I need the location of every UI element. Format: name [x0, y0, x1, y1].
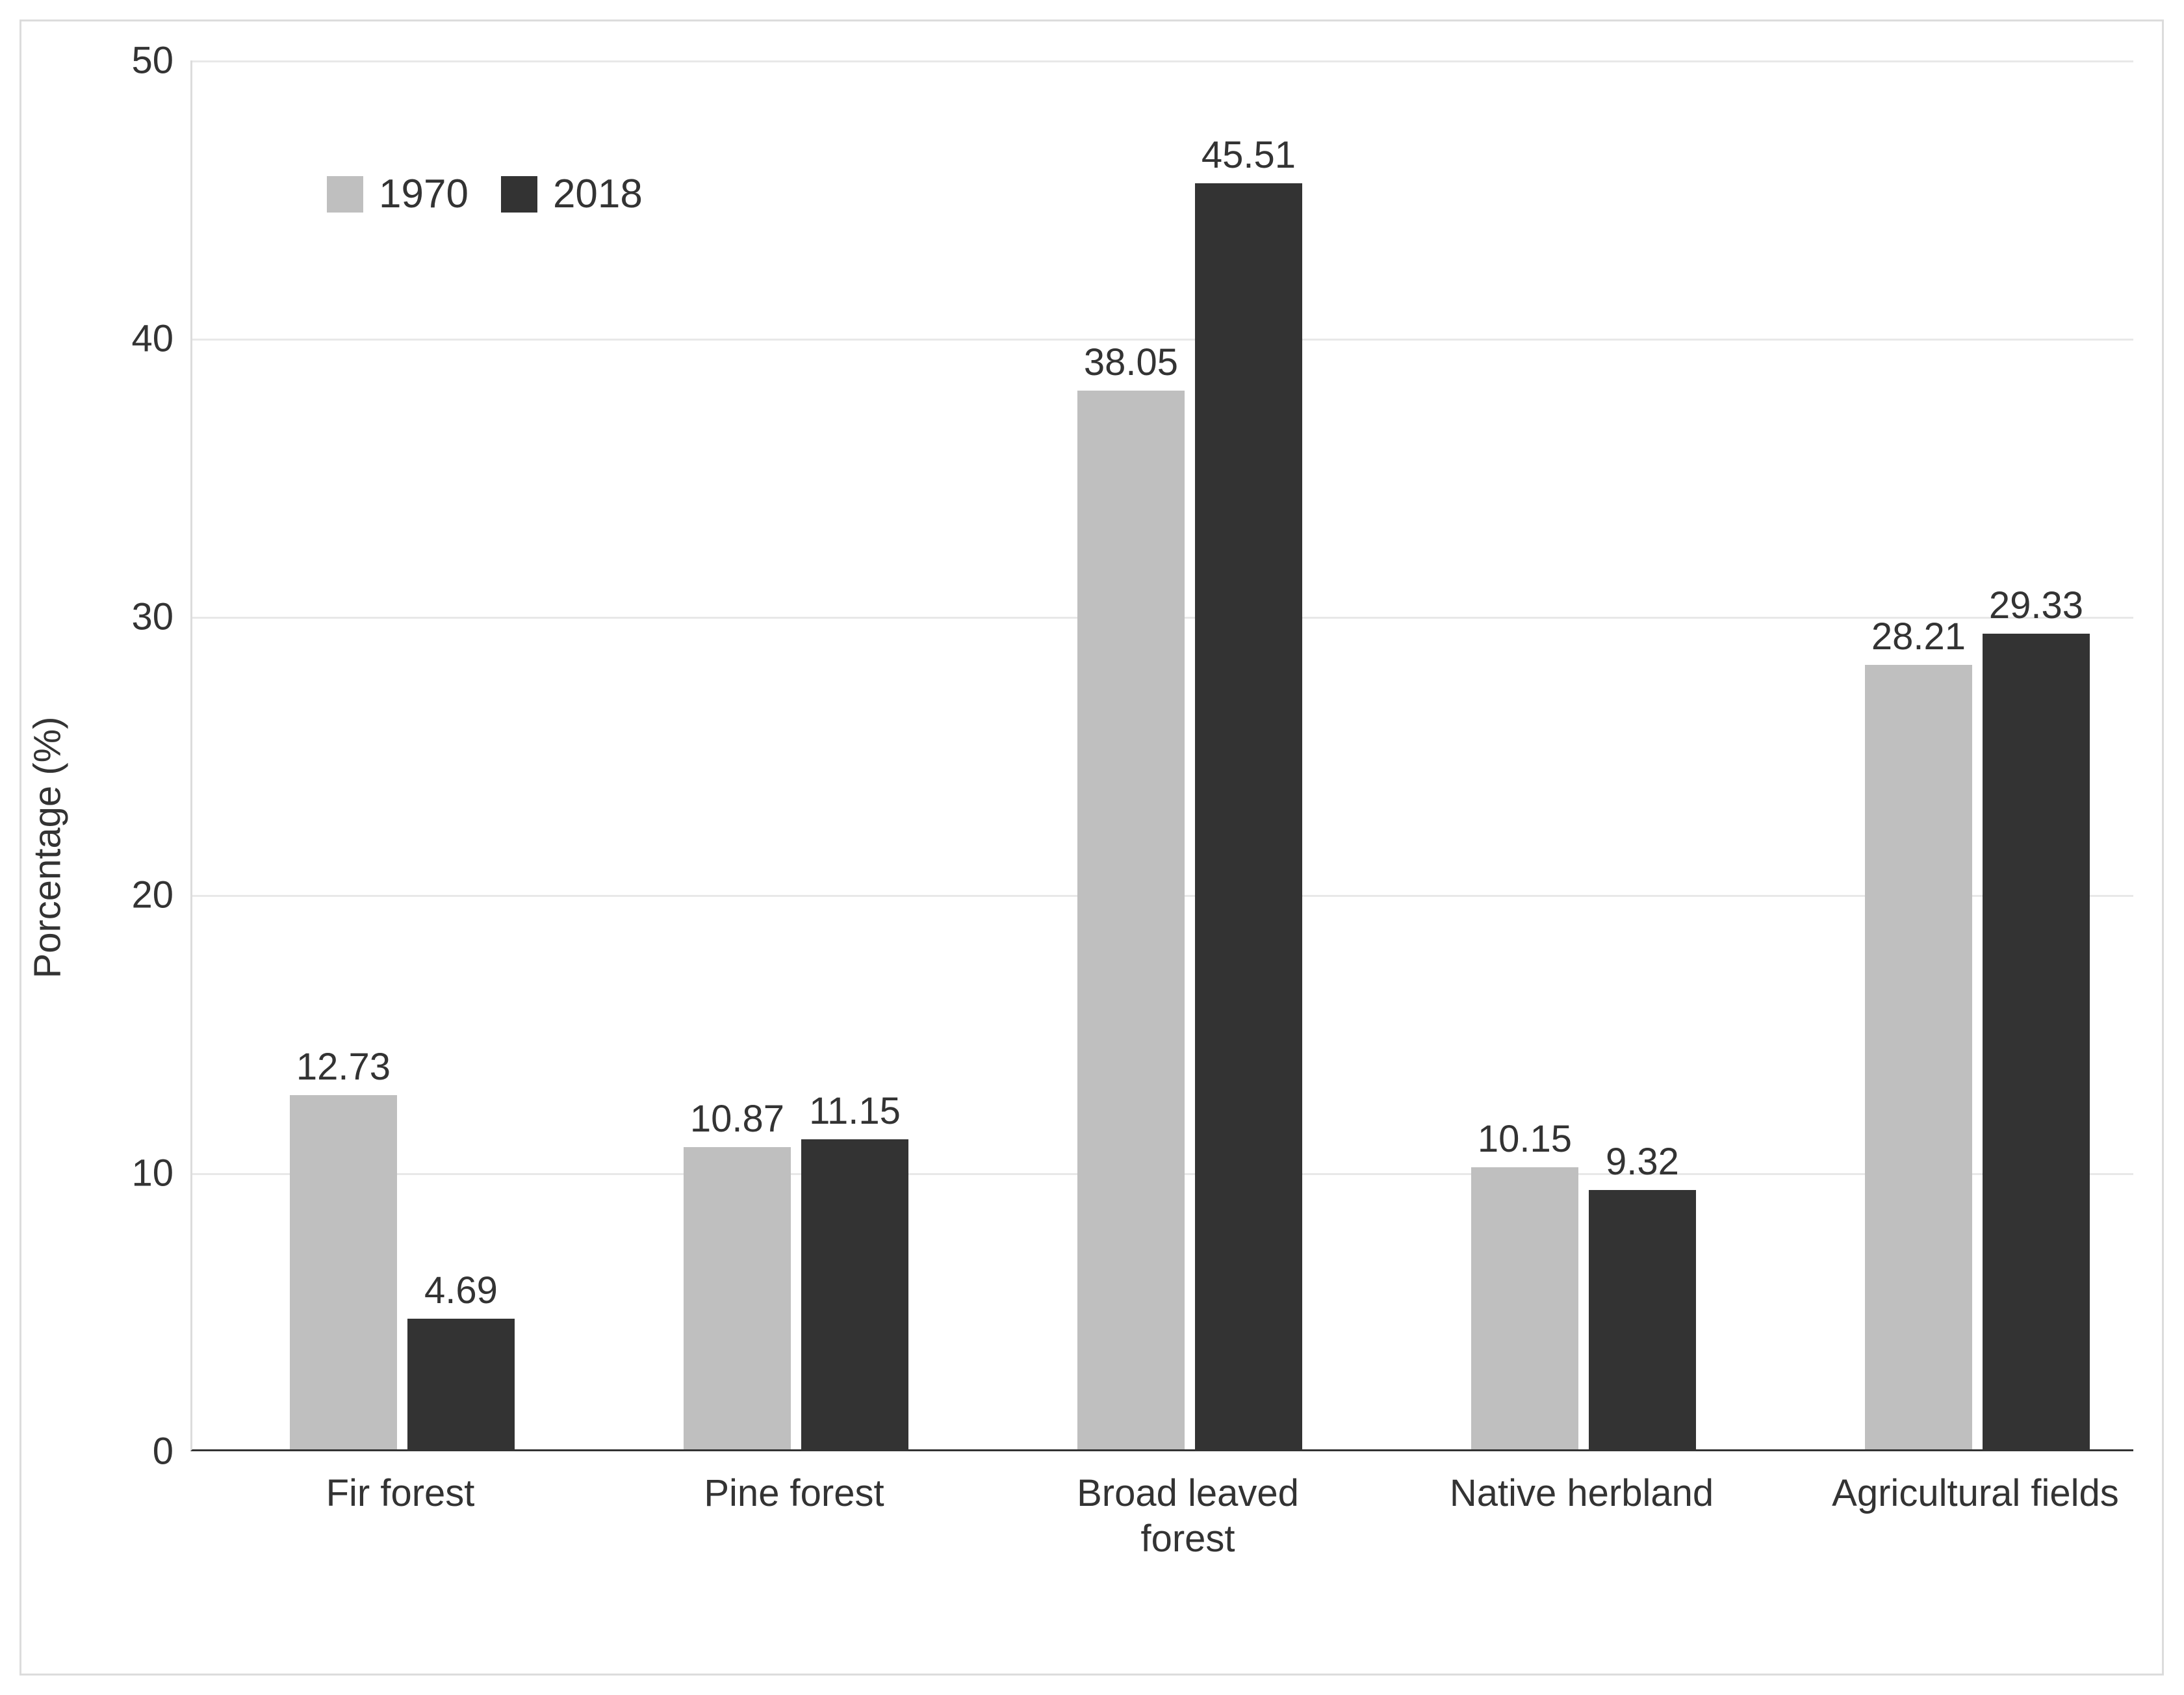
y-axis-title: Porcentage (%): [26, 717, 70, 979]
legend-swatch: [501, 176, 537, 213]
legend-item: 2018: [501, 171, 643, 217]
plot-area: 12.73 4.69 10.8711.15 38.05 45.51 10.159.32 28…: [190, 60, 2133, 1451]
gridline: [192, 60, 2133, 62]
y-tick-label: 30: [83, 595, 173, 639]
legend-swatch: [327, 176, 363, 213]
legend: 1970 2018: [327, 171, 643, 217]
bar: [1983, 634, 2090, 1449]
bar: [801, 1139, 908, 1449]
bar: [1471, 1167, 1578, 1449]
x-category-label: Pine forest: [612, 1471, 976, 1516]
bar: [1195, 183, 1302, 1449]
x-category-label: Broad leaved forest: [1006, 1471, 1370, 1561]
legend-item: 1970: [327, 171, 469, 217]
bar: [407, 1319, 515, 1449]
bar-value-label: 11.15: [790, 1089, 920, 1133]
legend-label: 1970: [379, 171, 469, 217]
chart-container: Porcentage (%) 12.73 4.69 10.8711.15 38.05 4…: [19, 19, 2164, 1676]
bar-value-label: 4.69: [396, 1269, 526, 1312]
bar: [1589, 1190, 1696, 1449]
y-tick-label: 10: [83, 1152, 173, 1195]
bar-value-label: 45.51: [1184, 133, 1314, 177]
bar-value-label: 10.87: [673, 1097, 803, 1141]
bar: [290, 1095, 397, 1449]
bar: [1865, 665, 1972, 1449]
bar-value-label: 38.05: [1066, 341, 1196, 384]
x-category-label: Fir forest: [218, 1471, 582, 1516]
x-category-label: Native herbland: [1400, 1471, 1764, 1516]
bar: [684, 1147, 791, 1449]
bar-value-label: 29.33: [1972, 584, 2101, 627]
bar: [1077, 391, 1185, 1449]
legend-label: 2018: [553, 171, 643, 217]
x-category-label: Agricultural fields: [1793, 1471, 2157, 1516]
bar-value-label: 9.32: [1578, 1140, 1708, 1184]
y-tick-label: 20: [83, 873, 173, 917]
y-tick-label: 40: [83, 317, 173, 361]
y-tick-label: 50: [83, 39, 173, 83]
bar-value-label: 28.21: [1854, 615, 1984, 658]
bar-value-label: 12.73: [279, 1045, 409, 1089]
y-tick-label: 0: [83, 1430, 173, 1473]
bar-value-label: 10.15: [1460, 1117, 1590, 1161]
